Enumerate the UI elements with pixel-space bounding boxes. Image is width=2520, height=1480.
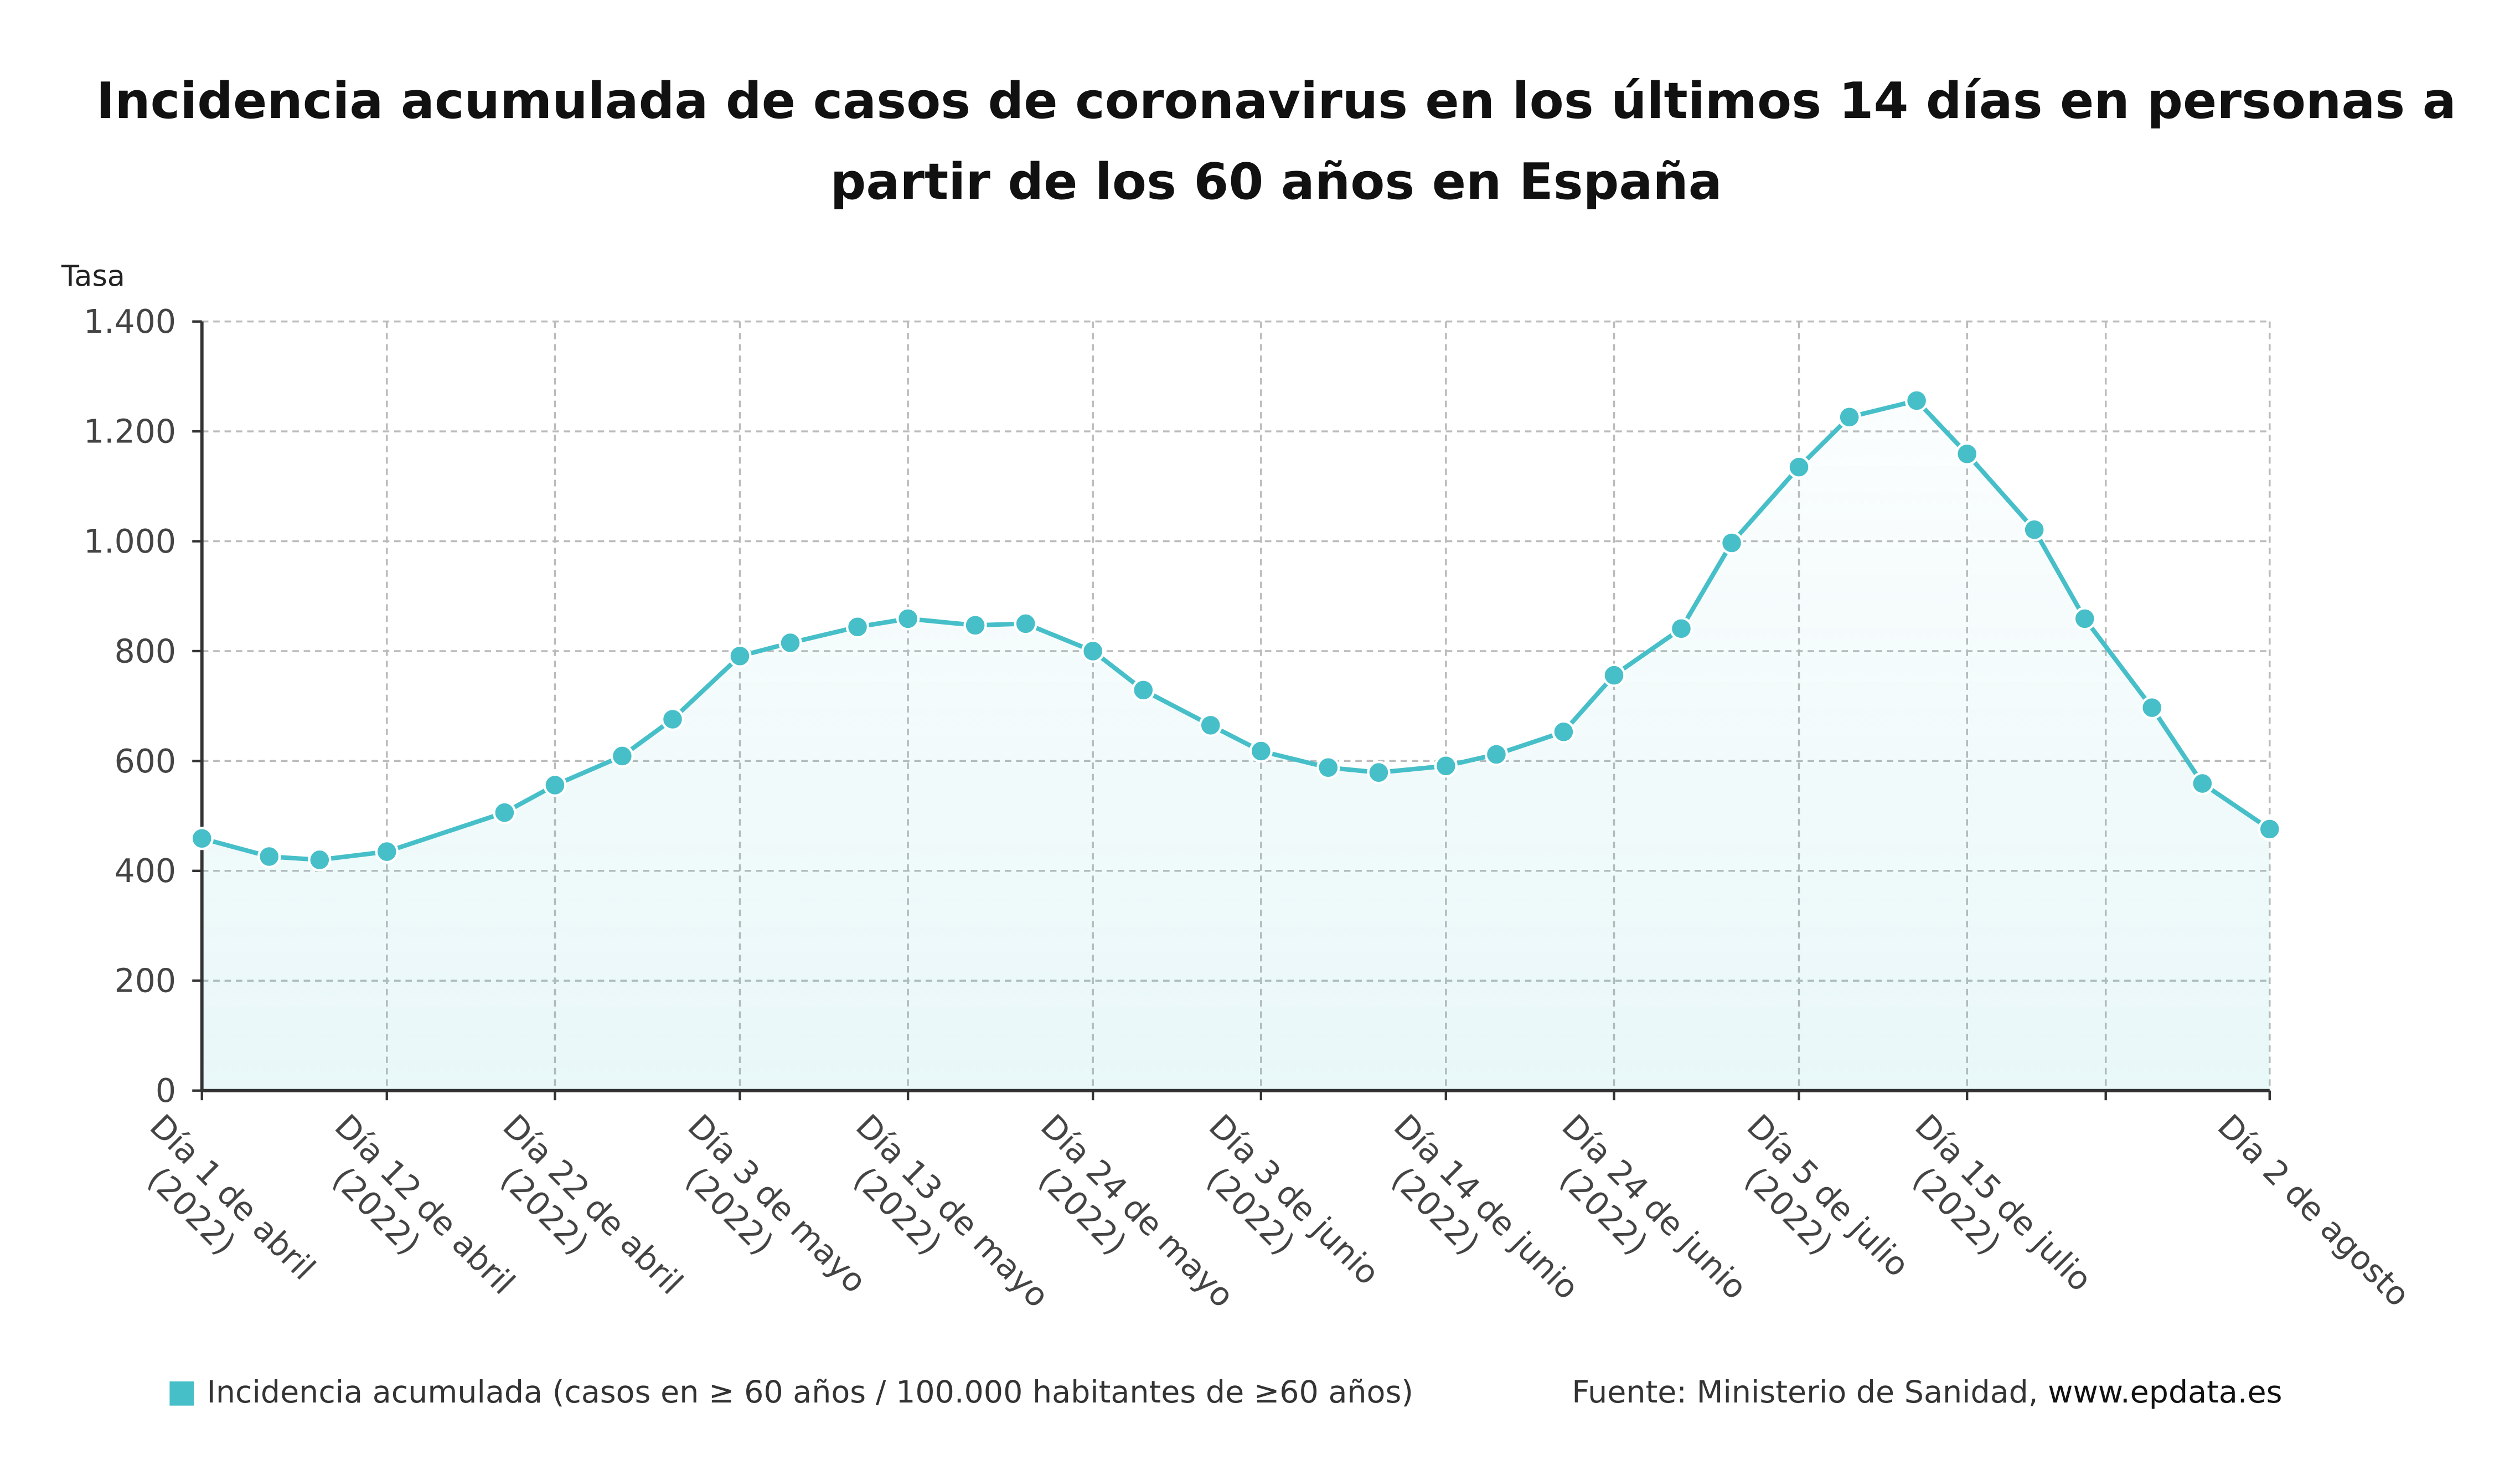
- data-point: [778, 631, 802, 655]
- x-tick-label: Día 3 de mayo(2022): [653, 1107, 874, 1327]
- data-point: [2073, 607, 2096, 631]
- legend: Incidencia acumulada (casos en ≥ 60 años…: [169, 1375, 1413, 1410]
- data-point: [2258, 817, 2281, 841]
- data-point: [1367, 761, 1391, 785]
- x-tick-label: Día 22 de abril(2022): [468, 1107, 690, 1329]
- source-site: www.epdata.es: [2048, 1375, 2283, 1411]
- data-point: [896, 607, 920, 631]
- y-tick-label: 1.000: [84, 523, 176, 560]
- data-point: [845, 615, 870, 639]
- data-point: [1434, 754, 1458, 778]
- data-point: [1249, 739, 1273, 763]
- data-point: [1132, 678, 1155, 702]
- x-tick-label: Día 12 de abril(2022): [300, 1107, 522, 1329]
- x-tick-label: Día 14 de junio(2022): [1359, 1107, 1586, 1334]
- data-point: [1199, 713, 1222, 738]
- y-tick-label: 200: [115, 962, 176, 1000]
- data-point: [610, 744, 634, 768]
- data-point: [1787, 455, 1811, 479]
- data-point: [1602, 663, 1626, 687]
- data-point: [1484, 742, 1509, 766]
- data-point: [2191, 771, 2214, 796]
- chart-title: Incidencia acumulada de casos de coronav…: [96, 73, 2456, 212]
- data-point: [963, 613, 987, 637]
- x-tick-label: Día 15 de julio(2022): [1881, 1107, 2099, 1326]
- y-axis-label: Tasa: [61, 259, 125, 293]
- y-tick-label: 600: [115, 742, 176, 780]
- axes: [192, 320, 2271, 1101]
- data-point: [660, 707, 685, 731]
- data-point: [1904, 389, 1929, 412]
- data-point: [375, 839, 399, 864]
- y-tick-label: 400: [115, 852, 176, 890]
- x-tick-label: Día 24 de mayo(2022): [1006, 1107, 1242, 1342]
- series-area: [202, 400, 2270, 1091]
- x-tick-label: Día 2 de agosto: [2211, 1107, 2417, 1313]
- data-point: [1014, 612, 1037, 636]
- source-prefix: Fuente: Ministerio de Sanidad,: [1572, 1375, 2048, 1411]
- data-point: [308, 848, 332, 872]
- data-point: [190, 827, 214, 850]
- data-point: [493, 801, 517, 824]
- y-tick-label: 800: [115, 632, 176, 670]
- source-note: Fuente: Ministerio de Sanidad, www.epdat…: [1572, 1375, 2282, 1410]
- x-tick-label-line: Día 2 de agosto: [2211, 1107, 2417, 1313]
- x-tick-label: Día 1 de abril(2022): [115, 1107, 323, 1314]
- data-point: [257, 844, 281, 869]
- series-marks: [190, 389, 2281, 872]
- x-tick-label: Día 13 de mayo(2022): [822, 1107, 1057, 1342]
- legend-swatch: [169, 1380, 194, 1405]
- data-point: [1081, 639, 1105, 663]
- y-tick-label: 0: [156, 1072, 176, 1110]
- area-fill: [202, 400, 2270, 1091]
- data-point: [2140, 695, 2164, 720]
- data-point: [728, 644, 752, 668]
- data-point: [1837, 405, 1861, 429]
- data-point: [1669, 617, 1693, 641]
- data-point: [543, 773, 567, 797]
- legend-label: Incidencia acumulada (casos en ≥ 60 años…: [206, 1375, 1414, 1411]
- y-tick-label: 1.200: [84, 413, 176, 451]
- data-point: [2022, 518, 2046, 542]
- data-point: [1316, 756, 1340, 780]
- data-point: [1955, 442, 1979, 466]
- y-tick-label: 1.400: [84, 303, 176, 341]
- data-point: [1552, 720, 1576, 744]
- data-point: [1719, 531, 1744, 555]
